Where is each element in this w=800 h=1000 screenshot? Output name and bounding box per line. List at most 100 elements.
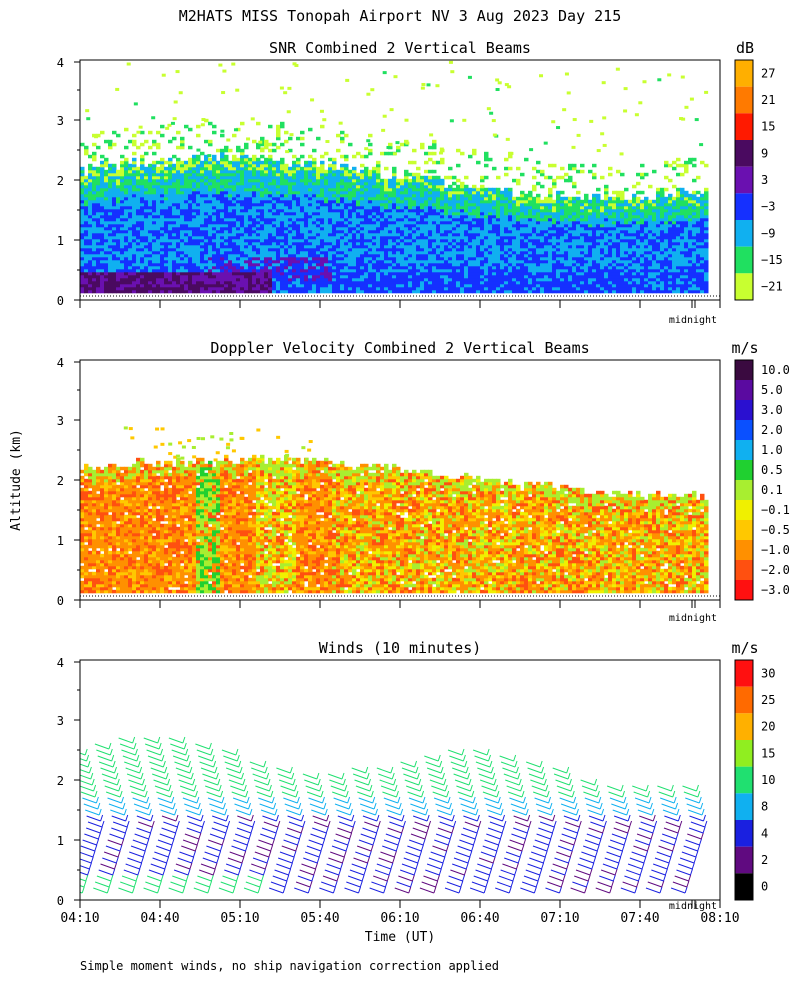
- snr-cell: [448, 199, 453, 204]
- snr-cell: [492, 232, 497, 237]
- snr-cell: [312, 196, 317, 201]
- snr-cell: [180, 178, 185, 183]
- snr-cell: [400, 202, 405, 207]
- snr-cell: [344, 226, 349, 231]
- snr-cell: [164, 268, 169, 273]
- snr-cell: [160, 175, 165, 180]
- snr-cell: [128, 163, 133, 168]
- snr-cell: [204, 244, 209, 249]
- snr-cell: [368, 181, 373, 186]
- snr-cell: [200, 184, 205, 189]
- snr-cell: [128, 178, 133, 183]
- snr-cell: [376, 235, 381, 240]
- snr-cell: [232, 172, 237, 177]
- snr-cell: [176, 289, 181, 294]
- snr-cell: [492, 205, 497, 210]
- snr-cell: [536, 244, 541, 249]
- snr-cell: [328, 271, 333, 276]
- snr-cell: [128, 187, 133, 192]
- snr-cell: [252, 262, 257, 267]
- snr-cell: [396, 280, 401, 285]
- snr-cell: [108, 274, 113, 279]
- snr-cell: [312, 286, 317, 291]
- snr-cell: [412, 244, 417, 249]
- snr-cell: [536, 280, 541, 285]
- snr-cell: [464, 232, 469, 237]
- snr-cell: [392, 178, 397, 183]
- snr-cell: [492, 256, 497, 261]
- snr-cell: [412, 232, 417, 237]
- snr-cell: [84, 196, 89, 201]
- snr-cell: [356, 289, 361, 294]
- snr-cell: [136, 220, 141, 225]
- snr-cell: [364, 289, 369, 294]
- snr-cell: [496, 202, 501, 207]
- snr-cell: [184, 178, 189, 183]
- snr-cell: [184, 181, 189, 186]
- snr-cell: [224, 196, 229, 201]
- snr-cell: [244, 181, 249, 186]
- snr-cell: [460, 226, 465, 231]
- snr-cell: [408, 232, 413, 237]
- snr-cell: [188, 163, 193, 168]
- snr-cell: [80, 244, 85, 249]
- snr-cell: [104, 247, 109, 252]
- snr-cell: [508, 277, 513, 282]
- snr-cell: [180, 250, 185, 255]
- snr-cell: [108, 250, 113, 255]
- snr-cell: [196, 277, 201, 282]
- snr-cell: [456, 250, 461, 255]
- snr-cell: [540, 232, 545, 237]
- snr-cell: [460, 217, 465, 222]
- snr-cell: [136, 205, 141, 210]
- snr-cell: [200, 199, 205, 204]
- snr-cell: [472, 247, 477, 252]
- snr-cell: [208, 286, 213, 291]
- snr-cell: [544, 283, 549, 288]
- snr-cell: [444, 232, 449, 237]
- snr-cell: [260, 286, 265, 291]
- snr-cell: [508, 187, 513, 192]
- snr-cell: [184, 229, 189, 234]
- snr-cell: [176, 187, 181, 192]
- snr-cell: [212, 205, 217, 210]
- snr-cell: [316, 277, 321, 282]
- snr-cell: [320, 280, 325, 285]
- snr-cell: [284, 205, 289, 210]
- snr-cell: [308, 226, 313, 231]
- snr-cell: [328, 256, 333, 261]
- snr-cell: [92, 172, 97, 177]
- snr-cell: [108, 166, 113, 171]
- snr-cell: [424, 178, 429, 183]
- snr-cell: [108, 283, 113, 288]
- snr-cell: [168, 244, 173, 249]
- snr-cell: [416, 247, 421, 252]
- snr-cell: [396, 205, 401, 210]
- snr-cell: [120, 226, 125, 231]
- snr-cell: [324, 271, 329, 276]
- snr-cell: [336, 217, 341, 222]
- snr-cell: [104, 178, 109, 183]
- snr-cell: [284, 196, 289, 201]
- snr-cell: [196, 250, 201, 255]
- snr-cell: [252, 199, 257, 204]
- snr-cell: [416, 208, 421, 213]
- snr-cell: [480, 286, 485, 291]
- snr-cell: [428, 256, 433, 261]
- snr-cell: [208, 244, 213, 249]
- snr-cell: [228, 196, 233, 201]
- snr-cell: [332, 202, 337, 207]
- snr-cell: [192, 241, 197, 246]
- snr-cell: [224, 193, 229, 198]
- snr-cell: [512, 235, 517, 240]
- snr-cell: [228, 211, 233, 216]
- snr-cell: [516, 286, 521, 291]
- snr-cell: [128, 205, 133, 210]
- snr-cell: [416, 259, 421, 264]
- snr-cell: [92, 262, 97, 267]
- snr-cell: [180, 274, 185, 279]
- snr-cell: [92, 247, 97, 252]
- snr-cell: [348, 211, 353, 216]
- snr-cell: [196, 187, 201, 192]
- snr-cell: [516, 205, 521, 210]
